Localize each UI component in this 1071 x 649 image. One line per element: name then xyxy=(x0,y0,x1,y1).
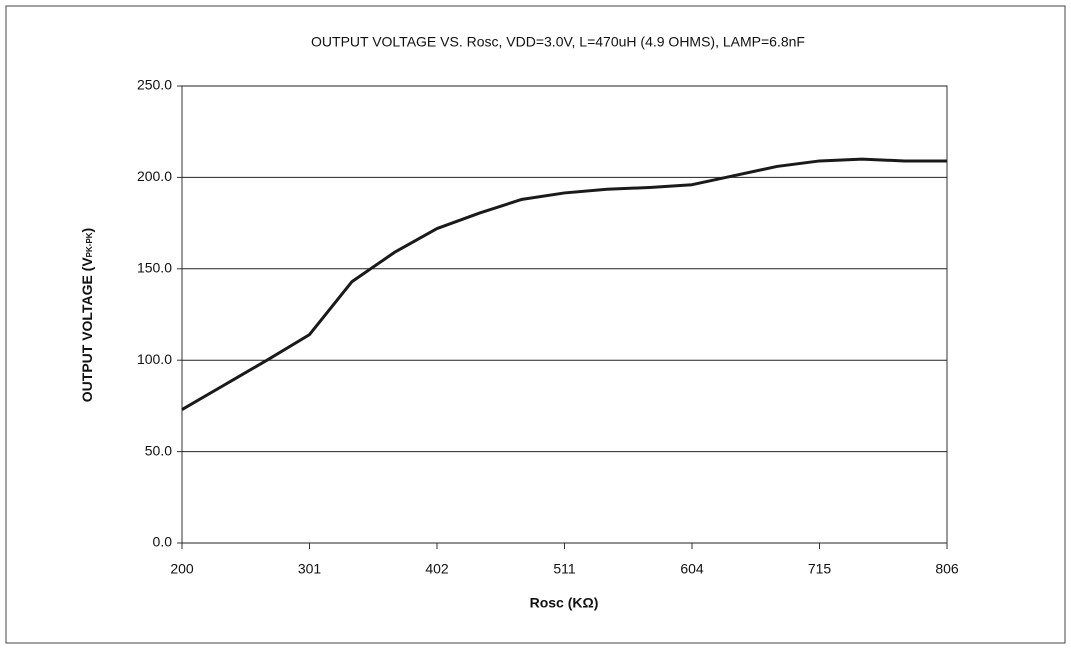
x-tick-label: 715 xyxy=(808,561,832,577)
x-tick-label: 806 xyxy=(935,561,959,577)
x-tick-label: 402 xyxy=(425,561,449,577)
x-tick-label: 511 xyxy=(553,561,576,577)
y-label-main: OUTPUT VOLTAGE (V xyxy=(79,257,95,403)
data-line xyxy=(181,157,947,411)
y-label-end: ) xyxy=(79,228,95,233)
y-tick-label: 200.0 xyxy=(137,168,172,184)
y-tick-label: 50.0 xyxy=(145,442,172,458)
x-tick-label: 200 xyxy=(170,561,194,577)
y-label-sub: PK-PK xyxy=(85,232,94,257)
chart-title: OUTPUT VOLTAGE VS. Rosc, VDD=3.0V, L=470… xyxy=(311,34,805,50)
x-axis-label: Rosc (KΩ) xyxy=(530,595,599,611)
y-axis-label: OUTPUT VOLTAGE (VPK-PK) xyxy=(79,228,95,402)
x-tick-label: 301 xyxy=(298,561,322,577)
y-tick-label: 250.0 xyxy=(137,77,172,93)
y-tick-label: 150.0 xyxy=(137,260,172,276)
y-tick-label: 100.0 xyxy=(137,351,172,367)
x-tick-label: 604 xyxy=(680,561,704,577)
y-tick-label: 0.0 xyxy=(153,534,173,550)
